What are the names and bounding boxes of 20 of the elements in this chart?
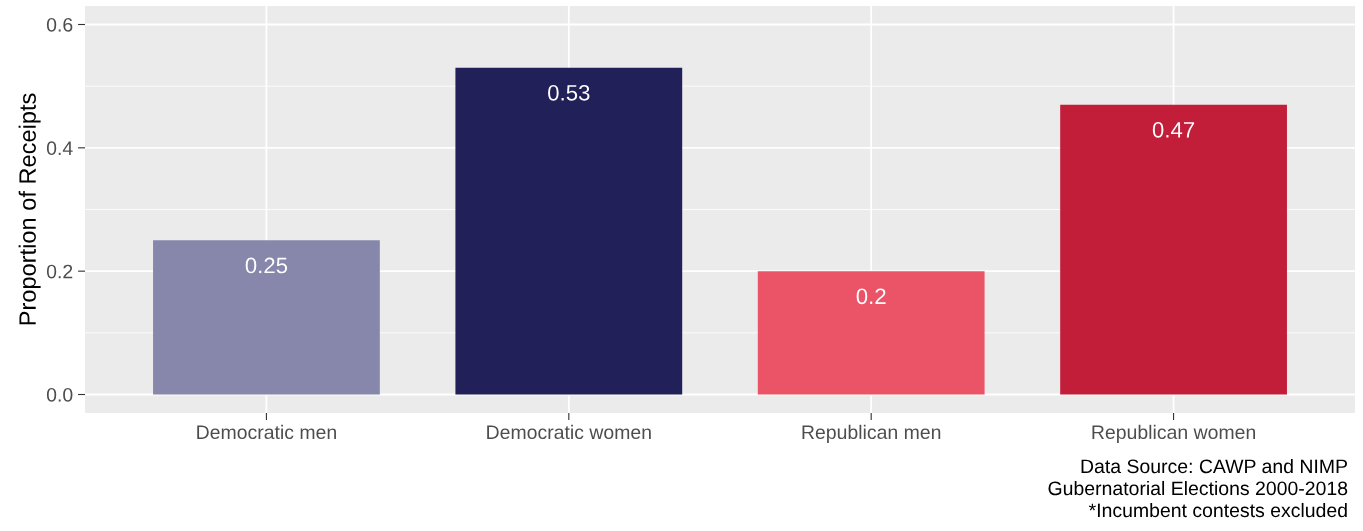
x-tick-label: Democratic women bbox=[487, 424, 651, 440]
bar bbox=[757, 271, 985, 395]
text: Gubernatorial Elections 2000-2018 bbox=[1048, 480, 1348, 496]
x-tick-label: Democratic men bbox=[197, 424, 336, 440]
y-tick-label: 0.6 bbox=[46, 17, 73, 32]
y-axis-title: Proportion of Receipts bbox=[18, 93, 41, 325]
source-note: Data Source: CAWP and NIMP bbox=[1081, 458, 1347, 474]
y-tick-label: 0.2 bbox=[46, 264, 73, 279]
bar bbox=[153, 240, 380, 395]
data-label: 0.53 bbox=[548, 84, 590, 101]
y-tick-label: 0.4 bbox=[46, 141, 73, 156]
bar bbox=[1060, 104, 1287, 395]
x-tick-label: Republican women bbox=[1092, 424, 1255, 443]
y-tick-label: 0.0 bbox=[46, 387, 73, 402]
data-label: 0.47 bbox=[1152, 121, 1195, 138]
bar bbox=[455, 67, 683, 395]
x-tick-label: Republican men bbox=[802, 424, 941, 443]
text: *Incumbent contests excluded bbox=[1088, 502, 1347, 518]
data-label: 0.2 bbox=[856, 288, 886, 305]
data-label: 0.25 bbox=[245, 257, 288, 274]
